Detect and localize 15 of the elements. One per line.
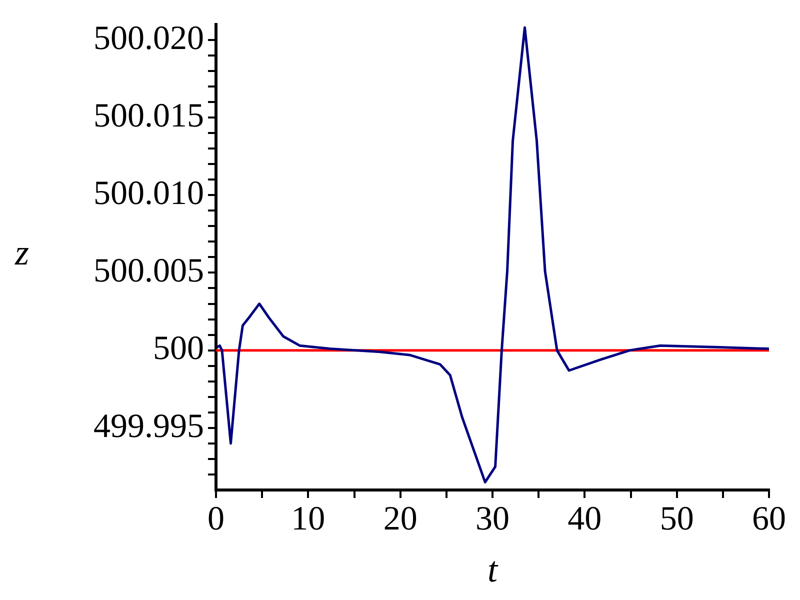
x-tick-label: 40 <box>568 500 602 538</box>
y-tick-label: 499.995 <box>94 408 204 445</box>
x-tick-label: 0 <box>208 500 224 538</box>
y-tick-label: 500.020 <box>94 20 204 57</box>
x-tick-label: 10 <box>291 500 326 538</box>
y-tick-label: 500.005 <box>94 252 204 290</box>
x-tick-label: 20 <box>383 500 418 538</box>
y-tick-label: 500.015 <box>94 97 204 134</box>
y-axis-title: z <box>14 232 30 272</box>
x-tick-label: 60 <box>752 500 786 538</box>
x-axis-title: t <box>487 549 498 590</box>
y-tick-label: 500 <box>153 330 204 368</box>
y-tick-label: 500.010 <box>94 175 204 212</box>
x-tick-label: 50 <box>660 500 694 538</box>
x-tick-label: 30 <box>476 500 510 538</box>
